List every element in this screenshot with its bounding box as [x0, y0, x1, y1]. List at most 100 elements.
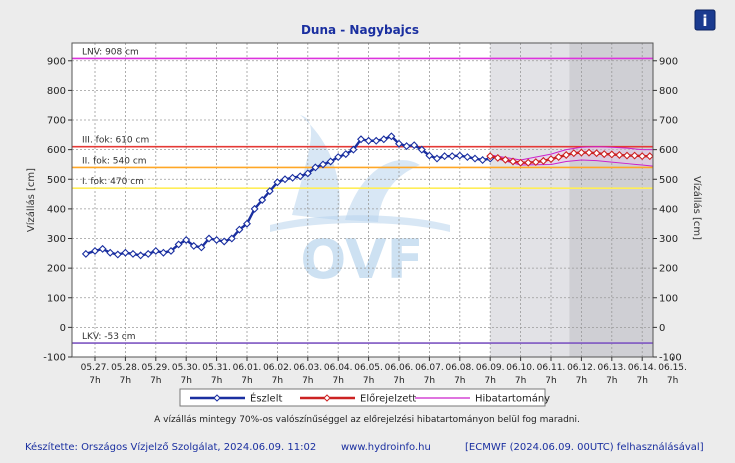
x-tick-label-date: 06.11.	[537, 363, 566, 373]
forecast-point	[531, 158, 540, 167]
observed-point	[440, 152, 449, 161]
x-tick-label-date: 06.05.	[354, 363, 383, 373]
y-tick-label-right: 900	[659, 56, 678, 67]
observed-point	[395, 139, 403, 148]
legend-label: Hibatartomány	[475, 393, 550, 405]
forecast-point	[569, 149, 578, 158]
forecast-point	[516, 158, 525, 167]
forecast-point	[607, 150, 616, 159]
watermark-text: OVF	[300, 228, 423, 291]
forecast-point	[623, 151, 631, 160]
forecast-point	[585, 148, 593, 157]
observed-point	[402, 142, 411, 151]
observed-point	[455, 151, 464, 160]
legend-marker	[213, 394, 221, 402]
y-tick-label-right: 600	[659, 145, 678, 156]
x-tick-label-hour: 7h	[89, 376, 100, 386]
forecast-point	[615, 150, 624, 159]
forecast-point	[645, 152, 653, 161]
threshold-label: II. fok: 540 cm	[82, 156, 147, 166]
observed-point	[357, 135, 365, 144]
forecast-point	[524, 158, 533, 167]
observed-point	[167, 246, 175, 255]
observed-point	[334, 153, 343, 162]
y-tick-label-right: 400	[659, 204, 678, 215]
error-band-lower	[490, 156, 653, 167]
observed-point	[258, 196, 267, 204]
observed-point	[159, 248, 168, 257]
forecast-shading-1	[569, 43, 653, 357]
x-tick-label-hour: 7h	[241, 376, 252, 386]
y-tick-label-right: 0	[659, 323, 665, 334]
threshold-label: I. fok: 470 cm	[82, 177, 144, 187]
forecast-point	[547, 155, 555, 164]
x-tick-label-date: 06.15.	[658, 363, 687, 373]
x-tick-label-hour: 7h	[424, 376, 435, 386]
y-tick-label-left: -100	[43, 353, 66, 364]
forecast-point	[539, 156, 548, 165]
legend	[179, 388, 546, 407]
x-tick-label-hour: 7h	[636, 376, 647, 386]
observed-point	[205, 234, 213, 243]
observed-point	[189, 241, 198, 250]
legend-label: Észlelt	[250, 392, 282, 405]
x-tick-label-date: 06.07.	[415, 363, 444, 373]
y-tick-label-left: 400	[47, 204, 66, 215]
observed-point	[220, 237, 229, 246]
forecast-point	[638, 152, 647, 161]
x-tick-label-hour: 7h	[302, 376, 313, 386]
x-tick-label-date: 06.02.	[263, 363, 292, 373]
x-tick-label-date: 05.28.	[111, 363, 140, 373]
y-tick-label-right: -100	[659, 353, 682, 364]
x-tick-label-date: 06.14.	[628, 363, 657, 373]
x-tick-label-hour: 7h	[545, 376, 556, 386]
observed-point	[243, 219, 251, 228]
observed-point	[471, 154, 479, 163]
x-tick-label-date: 05.27.	[81, 363, 110, 373]
observed-point	[303, 169, 312, 178]
y-tick-label-left: 500	[47, 175, 66, 186]
observed-point	[113, 250, 122, 259]
y-tick-label-left: 700	[47, 116, 66, 127]
observed-point	[425, 151, 434, 160]
y-tick-label-right: 200	[659, 264, 678, 275]
y-axis-label-left: Vízállás [cm]	[25, 168, 37, 232]
x-tick-label-date: 06.13.	[597, 363, 626, 373]
svg-text:i: i	[702, 12, 707, 30]
y-tick-label-left: 900	[47, 56, 66, 67]
x-tick-label-date: 05.30.	[172, 363, 201, 373]
observed-point	[250, 204, 259, 213]
observed-point	[319, 160, 327, 169]
y-tick-label-left: 800	[47, 86, 66, 97]
x-tick-label-hour: 7h	[120, 376, 131, 386]
forecast-point	[630, 151, 639, 160]
y-tick-label-left: 200	[47, 264, 66, 275]
observed-point	[265, 187, 274, 196]
x-tick-label-hour: 7h	[363, 376, 374, 386]
observed-point	[136, 251, 145, 260]
forecast-point	[675, 157, 681, 163]
observed-point	[463, 153, 472, 162]
y-tick-label-right: 700	[659, 116, 678, 127]
forecast-footnote: A vízállás mintegy 70%-os valószínűségge…	[154, 414, 580, 425]
x-tick-label-date: 06.08.	[445, 363, 474, 373]
y-tick-label-left: 300	[47, 234, 66, 245]
x-tick-label-date: 06.10.	[506, 363, 535, 373]
x-tick-label-hour: 7h	[667, 376, 678, 386]
y-tick-label-right: 800	[659, 86, 678, 97]
legend-marker	[323, 394, 331, 402]
observed-point	[341, 150, 350, 159]
info-icon[interactable]: i	[694, 9, 716, 31]
x-tick-label-hour: 7h	[211, 376, 222, 386]
x-tick-label-date: 06.01.	[233, 363, 262, 373]
footer-url[interactable]: www.hydroinfo.hu	[341, 442, 431, 453]
observed-point	[197, 243, 206, 252]
observed-point	[364, 136, 373, 145]
forecast-point	[509, 157, 517, 166]
forecast-point	[493, 153, 502, 162]
observed-point	[410, 141, 419, 150]
x-tick-label-hour: 7h	[332, 376, 343, 386]
forecast-point	[554, 153, 563, 162]
observed-point	[417, 145, 426, 154]
forecast-point	[486, 152, 495, 161]
